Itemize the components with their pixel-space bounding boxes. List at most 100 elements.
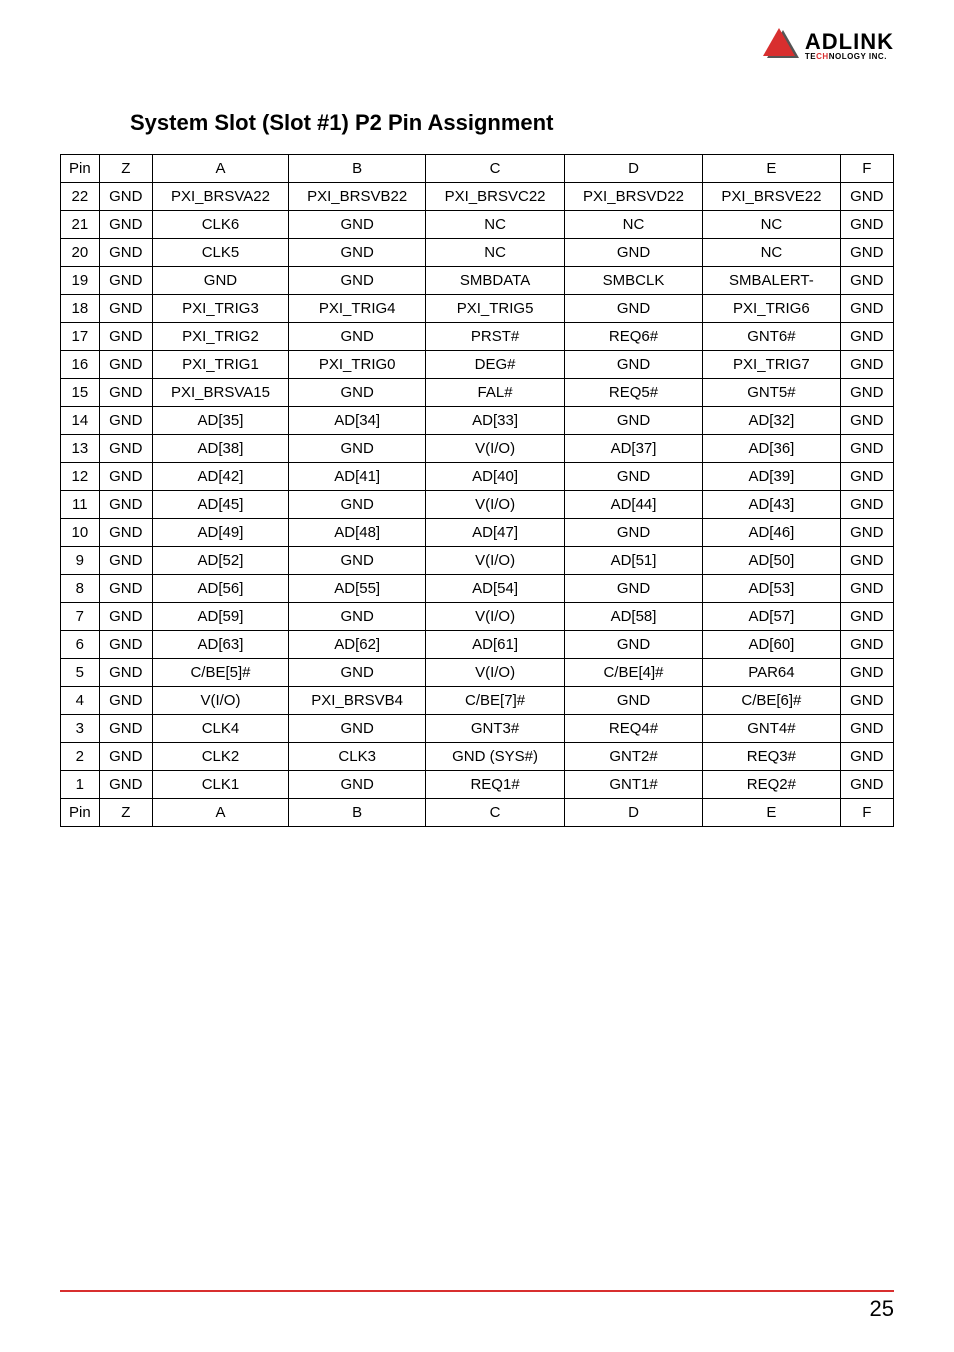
table-cell: PXI_TRIG6 (703, 295, 840, 323)
table-cell: E (703, 799, 840, 827)
table-cell: NC (426, 239, 564, 267)
table-cell: PXI_TRIG0 (288, 351, 425, 379)
table-cell: V(I/O) (426, 659, 564, 687)
table-cell: AD[58] (564, 603, 702, 631)
logo-sub-text: TECHNOLOGY INC. (805, 53, 894, 61)
table-cell: GND (564, 575, 702, 603)
table-cell: GND (840, 771, 893, 799)
table-cell: GND (288, 715, 425, 743)
table-cell: GND (288, 323, 425, 351)
table-cell: GND (288, 379, 425, 407)
table-cell: REQ3# (703, 743, 840, 771)
table-cell: GND (840, 547, 893, 575)
table-cell: AD[47] (426, 519, 564, 547)
table-cell: AD[40] (426, 463, 564, 491)
table-row: 12GNDAD[42]AD[41]AD[40]GNDAD[39]GND (61, 463, 894, 491)
table-cell: 15 (61, 379, 100, 407)
table-cell: CLK2 (152, 743, 288, 771)
table-cell: AD[46] (703, 519, 840, 547)
table-row: 11GNDAD[45]GNDV(I/O)AD[44]AD[43]GND (61, 491, 894, 519)
table-cell: 1 (61, 771, 100, 799)
table-cell: GNT3# (426, 715, 564, 743)
table-cell: 13 (61, 435, 100, 463)
table-cell: PXI_TRIG3 (152, 295, 288, 323)
table-cell: NC (564, 211, 702, 239)
table-row: 10GNDAD[49]AD[48]AD[47]GNDAD[46]GND (61, 519, 894, 547)
table-row: 22GNDPXI_BRSVA22PXI_BRSVB22PXI_BRSVC22PX… (61, 183, 894, 211)
pin-assignment-table: PinZABCDEF22GNDPXI_BRSVA22PXI_BRSVB22PXI… (60, 154, 894, 827)
table-cell: GND (99, 435, 152, 463)
table-cell: GND (288, 239, 425, 267)
table-row: PinZABCDEF (61, 155, 894, 183)
table-cell: GND (564, 463, 702, 491)
table-cell: GND (288, 659, 425, 687)
table-cell: AD[61] (426, 631, 564, 659)
table-cell: AD[57] (703, 603, 840, 631)
table-cell: GND (99, 771, 152, 799)
table-row: 2GNDCLK2CLK3GND (SYS#)GNT2#REQ3#GND (61, 743, 894, 771)
table-cell: GND (99, 575, 152, 603)
table-cell: GND (99, 603, 152, 631)
table-cell: 18 (61, 295, 100, 323)
table-cell: NC (426, 211, 564, 239)
table-cell: GND (99, 743, 152, 771)
table-cell: CLK5 (152, 239, 288, 267)
table-cell: AD[52] (152, 547, 288, 575)
table-cell: GND (99, 659, 152, 687)
table-cell: 3 (61, 715, 100, 743)
table-cell: GND (288, 435, 425, 463)
table-cell: NC (703, 239, 840, 267)
table-cell: GND (564, 687, 702, 715)
table-cell: AD[33] (426, 407, 564, 435)
table-cell: GND (840, 603, 893, 631)
table-cell: Pin (61, 155, 100, 183)
logo-main-text: ADLINK (805, 31, 894, 53)
table-cell: PXI_BRSVA15 (152, 379, 288, 407)
table-cell: FAL# (426, 379, 564, 407)
table-cell: GND (840, 631, 893, 659)
table-row: 21GNDCLK6GNDNCNCNCGND (61, 211, 894, 239)
table-cell: C/BE[6]# (703, 687, 840, 715)
table-cell: GND (840, 407, 893, 435)
table-cell: GND (840, 379, 893, 407)
table-row: 16GNDPXI_TRIG1PXI_TRIG0DEG#GNDPXI_TRIG7G… (61, 351, 894, 379)
table-cell: GND (99, 211, 152, 239)
table-row: 15GNDPXI_BRSVA15GNDFAL#REQ5#GNT5#GND (61, 379, 894, 407)
table-row: 6GNDAD[63]AD[62]AD[61]GNDAD[60]GND (61, 631, 894, 659)
table-cell: AD[60] (703, 631, 840, 659)
table-cell: GND (840, 267, 893, 295)
table-cell: GND (152, 267, 288, 295)
table-cell: AD[62] (288, 631, 425, 659)
table-cell: 6 (61, 631, 100, 659)
page-footer: 25 (60, 1290, 894, 1322)
table-cell: CLK3 (288, 743, 425, 771)
table-cell: GND (99, 239, 152, 267)
table-cell: REQ6# (564, 323, 702, 351)
table-cell: PXI_BRSVC22 (426, 183, 564, 211)
table-cell: REQ1# (426, 771, 564, 799)
table-cell: C/BE[4]# (564, 659, 702, 687)
table-cell: REQ5# (564, 379, 702, 407)
table-cell: AD[38] (152, 435, 288, 463)
table-cell: GND (840, 183, 893, 211)
table-cell: 12 (61, 463, 100, 491)
table-cell: GND (99, 491, 152, 519)
table-cell: C/BE[7]# (426, 687, 564, 715)
table-cell: AD[35] (152, 407, 288, 435)
brand-logo: ADLINK TECHNOLOGY INC. (763, 28, 894, 64)
table-cell: 5 (61, 659, 100, 687)
page-title: System Slot (Slot #1) P2 Pin Assignment (130, 110, 894, 136)
table-cell: A (152, 799, 288, 827)
table-cell: PXI_BRSVD22 (564, 183, 702, 211)
table-cell: 9 (61, 547, 100, 575)
table-cell: GND (840, 659, 893, 687)
table-cell: AD[32] (703, 407, 840, 435)
table-cell: GND (564, 239, 702, 267)
table-cell: GND (564, 351, 702, 379)
table-cell: 2 (61, 743, 100, 771)
table-cell: AD[55] (288, 575, 425, 603)
table-cell: AD[37] (564, 435, 702, 463)
table-cell: E (703, 155, 840, 183)
table-cell: AD[42] (152, 463, 288, 491)
table-cell: GND (840, 211, 893, 239)
